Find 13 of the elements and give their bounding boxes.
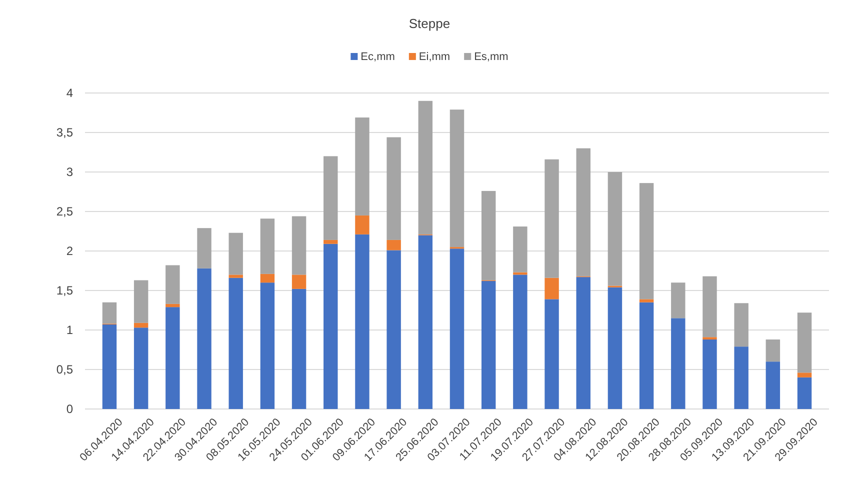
y-tick-label: 1 [66, 322, 74, 337]
y-tick-label: 3 [66, 164, 74, 179]
legend-label: Es,mm [474, 51, 508, 63]
chart-title: Steppe [408, 16, 450, 31]
y-tick-label: 4 [66, 86, 74, 100]
legend-label: Ei,mm [418, 51, 450, 63]
y-tick-label: 0 [66, 402, 74, 416]
y-tick-label: 1,5 [56, 283, 74, 298]
legend-label: Ec,mm [360, 51, 395, 63]
y-tick-label: 2,5 [56, 204, 74, 218]
y-tick-label: 3,5 [56, 125, 74, 140]
y-tick-label: 0,5 [56, 362, 74, 376]
y-tick-label: 2 [66, 244, 74, 258]
